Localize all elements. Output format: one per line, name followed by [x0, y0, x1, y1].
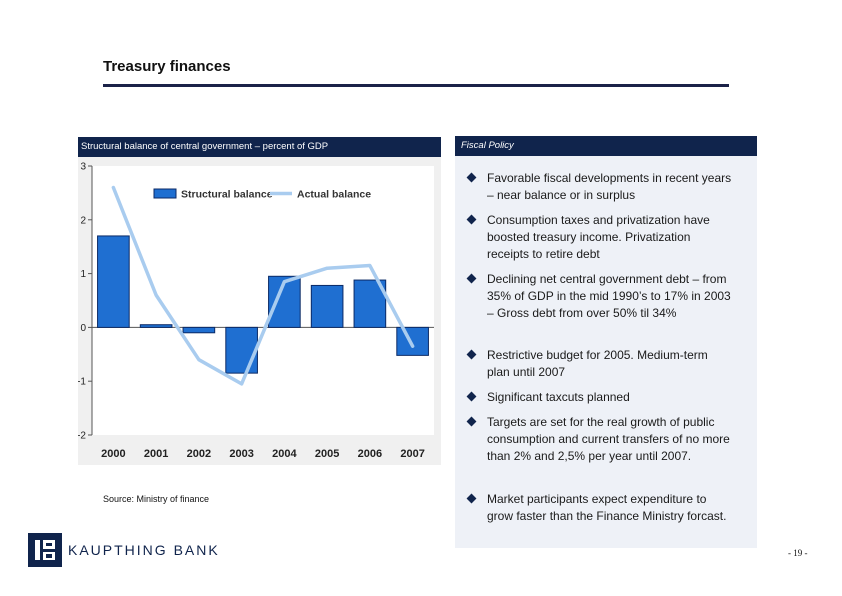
y-tick-label: -1 — [78, 377, 86, 388]
bar-structural-balance — [396, 326, 429, 356]
page-title: Treasury finances — [103, 58, 231, 75]
x-tick-label: 2000 — [101, 448, 125, 460]
legend-label-actual-balance: Actual balance — [297, 189, 371, 201]
x-tick-label: 2004 — [272, 448, 297, 460]
bar-structural-balance — [310, 284, 344, 328]
chart-header: Structural balance of central government… — [78, 137, 441, 157]
line-actual-balance — [111, 185, 415, 386]
diamond-bullet-icon — [466, 493, 477, 504]
structural-balance-chart: 3 2 1 0 -1 -2 2000 2001 2002 2003 2004 2005 2006 2007… — [78, 162, 434, 460]
x-tick-label: 2002 — [187, 448, 211, 460]
diamond-bullet-icon — [466, 416, 477, 427]
bullet-text: Favorable fiscal developments in recent … — [487, 171, 732, 202]
bullet-text: Restrictive budget for 2005. Medium-term… — [487, 348, 708, 379]
fiscal-policy-panel: Favorable fiscal developments in recent … — [455, 156, 757, 548]
y-tick-label: 1 — [80, 269, 86, 280]
diamond-bullet-icon — [466, 349, 477, 360]
title-divider — [103, 84, 729, 87]
kaupthing-logo: KAUPTHING BANK — [28, 533, 248, 567]
bar-structural-balance — [182, 326, 216, 334]
x-tick-label: 2001 — [144, 448, 168, 460]
bullet-text: Significant taxcuts planned — [487, 390, 630, 404]
bullet-text: Market participants expect expenditure t… — [487, 492, 727, 523]
bar-structural-balance — [139, 324, 173, 328]
y-tick-label: 0 — [80, 323, 86, 334]
source-note: Source: Ministry of finance — [103, 494, 210, 504]
diamond-bullet-icon — [466, 273, 477, 284]
diamond-bullet-icon — [466, 172, 477, 183]
bullet-text: Declining net central government debt – … — [487, 272, 731, 320]
legend-swatch-structural-balance — [153, 188, 177, 199]
kaupthing-logo-icon — [28, 533, 62, 567]
x-tick-label: 2007 — [400, 448, 424, 460]
logo-text: KAUPTHING BANK — [68, 542, 220, 558]
x-tick-label: 2006 — [358, 448, 382, 460]
bar-structural-balance — [97, 235, 130, 328]
bar-structural-balance — [225, 326, 258, 374]
y-tick-label: -2 — [78, 431, 86, 442]
bullet-text: Targets are set for the real growth of p… — [487, 415, 730, 463]
legend-label-structural-balance: Structural balance — [181, 189, 273, 201]
x-tick-label: 2005 — [315, 448, 339, 460]
x-tick-label: 2003 — [229, 448, 253, 460]
chart-area: 3 2 1 0 -1 -2 2000 2001 2002 2003 2004 2005 2006 2007… — [78, 157, 441, 465]
diamond-bullet-icon — [466, 214, 477, 225]
page-number: - 19 - — [788, 548, 808, 558]
bullet-text: Consumption taxes and privatization have… — [487, 213, 710, 261]
diamond-bullet-icon — [466, 391, 477, 402]
fiscal-policy-header: Fiscal Policy — [455, 136, 757, 156]
y-tick-label: 3 — [80, 162, 86, 173]
y-tick-label: 2 — [80, 215, 86, 226]
